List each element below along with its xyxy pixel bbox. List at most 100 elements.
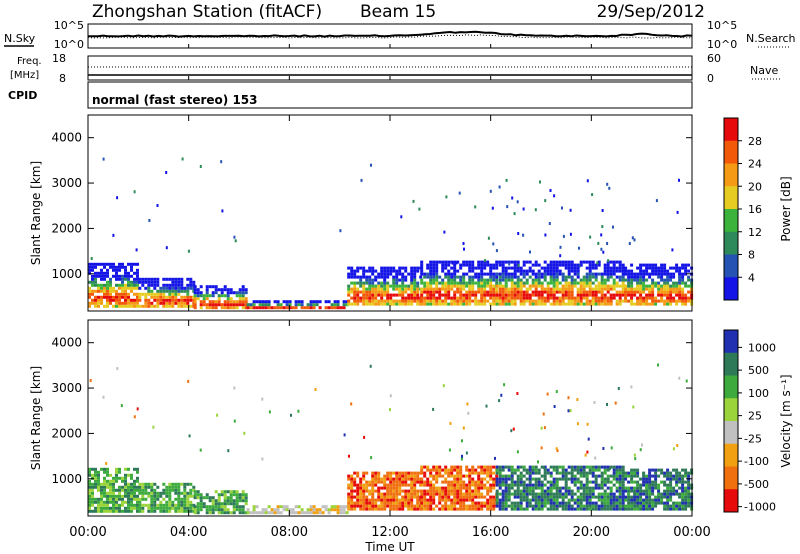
sparse-echo — [451, 261, 454, 265]
echo-cell — [162, 283, 166, 287]
echo-cell — [374, 489, 378, 493]
echo-cell — [133, 280, 136, 284]
echo-cell — [627, 486, 631, 490]
echo-cell — [294, 300, 298, 304]
echo-cell — [489, 287, 493, 291]
echo-cell — [456, 287, 460, 291]
echo-cell — [591, 495, 595, 499]
echo-cell — [642, 299, 646, 303]
echo-cell — [597, 507, 601, 511]
echo-cell — [97, 500, 100, 504]
echo-cell — [612, 468, 616, 472]
echo-cell — [309, 306, 313, 310]
echo-cell — [404, 296, 408, 300]
echo-cell — [238, 508, 242, 512]
echo-cell — [398, 507, 402, 511]
echo-cell — [672, 501, 676, 505]
echo-cell — [522, 296, 526, 300]
echo-cell — [459, 465, 463, 469]
echo-cell — [633, 486, 637, 490]
echo-cell — [395, 486, 399, 490]
echo-cell — [603, 477, 607, 481]
echo-cell — [447, 263, 451, 267]
echo-cell — [371, 287, 375, 291]
echo-cell — [468, 293, 472, 297]
echo-cell — [456, 296, 460, 300]
echo-cell — [130, 494, 133, 498]
echo-cell — [97, 482, 100, 486]
echo-cell — [407, 483, 411, 487]
echo-cell — [462, 287, 466, 291]
echo-cell — [153, 283, 157, 287]
echo-cell — [413, 477, 417, 481]
colorbar-tick-label: -25 — [744, 432, 762, 445]
sparse-echo — [462, 426, 465, 430]
echo-cell — [441, 495, 445, 499]
echo-cell — [576, 471, 580, 475]
echo-cell — [435, 284, 439, 288]
echo-cell — [582, 284, 586, 288]
echo-cell — [498, 492, 502, 496]
echo-cell — [453, 501, 457, 505]
echo-cell — [347, 486, 351, 490]
echo-cell — [380, 501, 384, 505]
echo-cell — [468, 299, 472, 303]
echo-cell — [356, 492, 360, 496]
echo-cell — [380, 480, 384, 484]
echo-cell — [585, 272, 589, 276]
echo-cell — [663, 471, 667, 475]
echo-cell — [183, 494, 187, 498]
echo-cell — [519, 504, 523, 508]
echo-cell — [241, 493, 245, 497]
echo-cell — [582, 302, 586, 306]
echo-cell — [300, 303, 304, 307]
echo-cell — [600, 477, 604, 481]
echo-cell — [261, 511, 265, 515]
echo-cell — [636, 278, 640, 282]
echo-cell — [410, 302, 414, 306]
echo-cell — [374, 483, 378, 487]
echo-cell — [609, 492, 613, 496]
echo-cell — [678, 281, 682, 285]
echo-cell — [642, 504, 646, 508]
sparse-echo — [389, 394, 392, 398]
echo-cell — [618, 474, 622, 478]
echo-cell — [603, 296, 607, 300]
echo-cell — [109, 295, 112, 299]
echo-cell — [327, 508, 331, 512]
echo-cell — [141, 304, 145, 308]
echo-cell — [362, 477, 366, 481]
echo-cell — [462, 480, 466, 484]
echo-cell — [648, 468, 652, 472]
echo-cell — [365, 287, 369, 291]
echo-cell — [552, 501, 556, 505]
echo-cell — [103, 479, 106, 483]
echo-cell — [141, 494, 145, 498]
echo-cell — [121, 476, 124, 480]
echo-cell — [127, 488, 130, 492]
echo-cell — [567, 263, 571, 267]
echo-cell — [504, 302, 508, 306]
echo-cell — [413, 266, 417, 270]
echo-cell — [666, 287, 670, 291]
echo-cell — [471, 498, 475, 502]
echo-cell — [199, 303, 203, 307]
echo-cell — [666, 293, 670, 297]
echo-cell — [97, 479, 100, 483]
echo-cell — [591, 272, 595, 276]
sparse-echo — [511, 196, 514, 200]
echo-cell — [392, 281, 396, 285]
echo-cell — [642, 287, 646, 291]
echo-cell — [112, 494, 115, 498]
echo-cell — [202, 300, 206, 304]
echo-cell — [504, 483, 508, 487]
echo-cell — [522, 507, 526, 511]
echo-cell — [401, 296, 405, 300]
echo-cell — [645, 296, 649, 300]
echo-cell — [546, 263, 550, 267]
echo-cell — [453, 302, 457, 306]
echo-cell — [480, 465, 484, 469]
echo-cell — [359, 501, 363, 505]
echo-cell — [226, 496, 230, 500]
echo-cell — [282, 508, 286, 512]
